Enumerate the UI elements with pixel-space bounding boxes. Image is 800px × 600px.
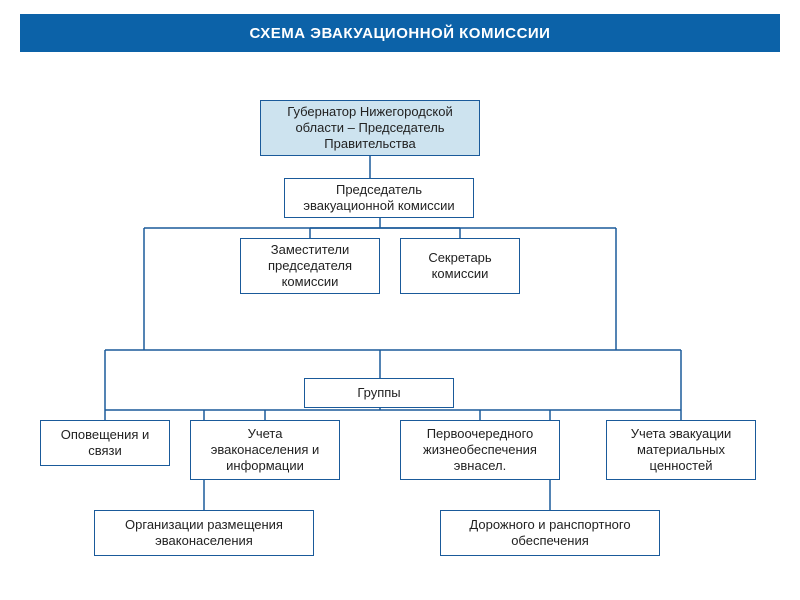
node-label: Председатель эвакуационной комиссии — [291, 182, 467, 215]
node-label: Группы — [357, 385, 400, 401]
node-label: Учета эвакуации материальных ценностей — [613, 426, 749, 475]
node-g2: Учета эваконаселения и информации — [190, 420, 340, 480]
node-label: Оповещения и связи — [47, 427, 163, 460]
node-label: Секретарь комиссии — [407, 250, 513, 283]
node-label: Организации размещения эваконаселения — [101, 517, 307, 550]
node-label: Заместители председателя комиссии — [247, 242, 373, 291]
node-governor: Губернатор Нижегородской области – Предс… — [260, 100, 480, 156]
title-text: СХЕМА ЭВАКУАЦИОННОЙ КОМИССИИ — [250, 25, 551, 42]
node-chairman: Председатель эвакуационной комиссии — [284, 178, 474, 218]
title-bar: СХЕМА ЭВАКУАЦИОННОЙ КОМИССИИ — [20, 14, 780, 52]
node-groups: Группы — [304, 378, 454, 408]
node-deputies: Заместители председателя комиссии — [240, 238, 380, 294]
node-g1: Оповещения и связи — [40, 420, 170, 466]
node-label: Дорожного и ранспортного обеспечения — [447, 517, 653, 550]
node-secretary: Секретарь комиссии — [400, 238, 520, 294]
node-label: Первоочередного жизнеобеспечения эвнасел… — [407, 426, 553, 475]
node-g5: Организации размещения эваконаселения — [94, 510, 314, 556]
node-label: Учета эваконаселения и информации — [197, 426, 333, 475]
node-g4: Учета эвакуации материальных ценностей — [606, 420, 756, 480]
node-g3: Первоочередного жизнеобеспечения эвнасел… — [400, 420, 560, 480]
node-g6: Дорожного и ранспортного обеспечения — [440, 510, 660, 556]
node-label: Губернатор Нижегородской области – Предс… — [267, 104, 473, 153]
